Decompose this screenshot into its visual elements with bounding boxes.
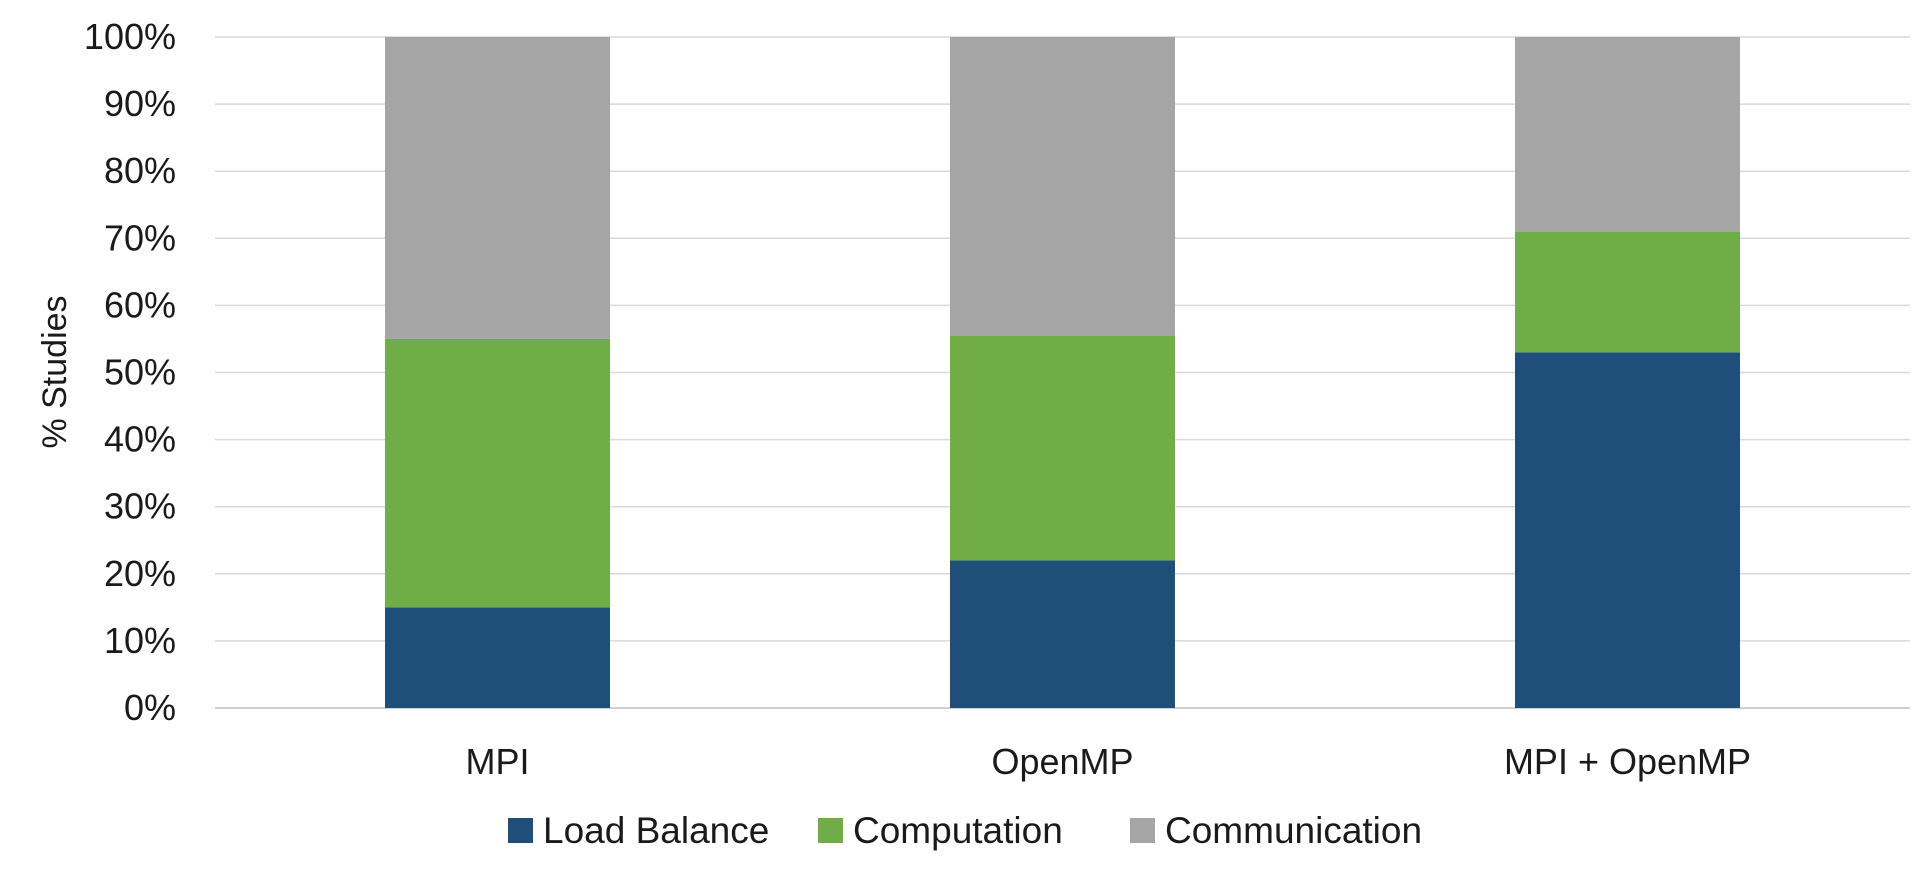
- legend-swatch: [818, 818, 843, 843]
- y-tick-label: 10%: [104, 620, 176, 661]
- x-category-label: MPI + OpenMP: [1504, 741, 1751, 782]
- bar-segment-load-balance: [385, 607, 610, 708]
- y-tick-label: 50%: [104, 352, 176, 393]
- y-tick-label: 70%: [104, 217, 176, 258]
- bar-segment-load-balance: [950, 560, 1175, 708]
- legend-swatch: [508, 818, 533, 843]
- legend-label: Load Balance: [543, 810, 769, 851]
- bar-segment-communication: [385, 37, 610, 339]
- y-tick-label: 30%: [104, 486, 176, 527]
- y-tick-label: 0%: [124, 687, 176, 728]
- y-tick-label: 20%: [104, 553, 176, 594]
- bar-segment-computation: [1515, 231, 1740, 353]
- y-tick-label: 100%: [84, 16, 176, 57]
- legend: Load Balance Computation Communication: [508, 810, 1422, 851]
- y-tick-label: 60%: [104, 284, 176, 325]
- bar-segment-load-balance: [1515, 352, 1740, 708]
- legend-label: Computation: [853, 810, 1063, 851]
- bar-segment-communication: [950, 37, 1175, 336]
- y-tick-label: 90%: [104, 83, 176, 124]
- x-category-label: MPI: [465, 741, 529, 782]
- bar-segment-computation: [385, 338, 610, 608]
- y-tick-label: 80%: [104, 150, 176, 191]
- bar-segment-computation: [950, 335, 1175, 561]
- x-axis-categories: MPI OpenMP MPI + OpenMP: [465, 741, 1751, 782]
- legend-swatch: [1130, 818, 1155, 843]
- legend-label: Communication: [1165, 810, 1422, 851]
- y-axis-ticks: 0% 10% 20% 30% 40% 50% 60% 70% 80% 90% 100%: [84, 16, 176, 728]
- y-tick-label: 40%: [104, 419, 176, 460]
- y-axis-title: % Studies: [36, 295, 74, 448]
- bar-segment-communication: [1515, 37, 1740, 232]
- x-category-label: OpenMP: [991, 741, 1133, 782]
- bars: [385, 37, 1740, 708]
